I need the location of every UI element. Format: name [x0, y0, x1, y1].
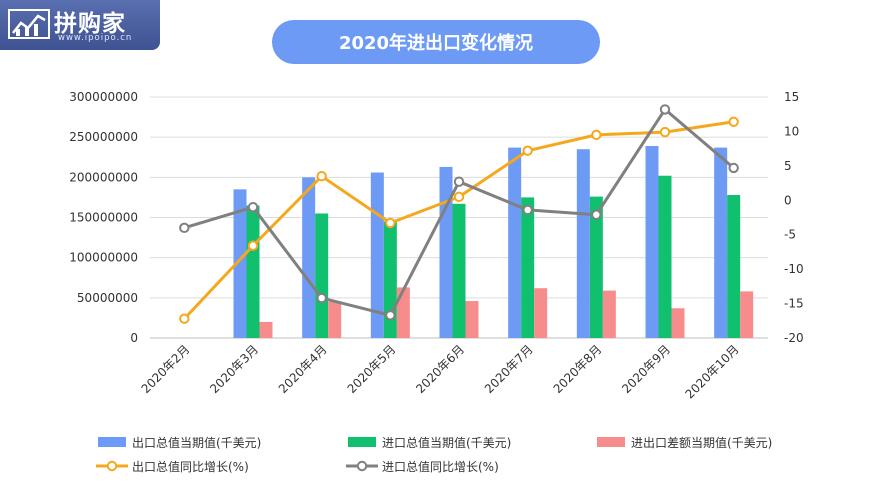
logo-url: www.ipoipo.cn [58, 33, 133, 43]
legend-swatch [597, 437, 625, 447]
legend-swatch [98, 437, 126, 447]
x-tick-label: 2020年5月 [345, 342, 399, 396]
logo-name: 拼购家 [54, 11, 126, 37]
y-left-tick-label: 300000000 [69, 90, 138, 104]
legend-label: 出口总值当期值(千美元) [132, 435, 261, 450]
line-marker [316, 170, 327, 182]
x-tick-label: 2020年2月 [139, 342, 193, 396]
line-marker [385, 310, 396, 321]
legend-label: 进口总值同比增长(%) [382, 459, 499, 474]
line-marker [659, 126, 671, 138]
line-marker [659, 104, 671, 115]
x-tick-label: 2020年9月 [619, 342, 673, 396]
line-marker [453, 191, 465, 203]
chart-trend-icon [8, 9, 50, 39]
y-left-tick-label: 150000000 [69, 211, 138, 225]
y-left-tick-label: 0 [130, 331, 138, 345]
bar [302, 177, 316, 338]
y-left-tick-label: 50000000 [77, 291, 138, 305]
bar [658, 175, 672, 338]
line-marker [316, 292, 327, 304]
legend-label: 进口总值当期值(千美元) [382, 435, 511, 450]
bar [740, 291, 754, 338]
bar [383, 221, 397, 338]
legend-swatch [348, 437, 376, 447]
bar [508, 147, 522, 338]
bar [233, 189, 247, 338]
bar [328, 301, 342, 338]
line-marker [591, 129, 602, 141]
bar [396, 287, 410, 338]
logo: 拼购家 www.ipoipo.cn [0, 0, 160, 50]
legend-label: 进出口差额当期值(千美元) [631, 435, 772, 450]
bar [671, 308, 685, 338]
y-right-tick-label: -10 [784, 262, 804, 276]
bar [576, 149, 590, 338]
x-tick-label: 2020年8月 [551, 342, 605, 396]
line-marker [179, 313, 190, 324]
y-right-tick-label: 15 [784, 90, 799, 104]
line-marker [728, 116, 739, 127]
y-right-tick-label: -20 [784, 331, 804, 345]
line-marker [247, 201, 259, 213]
x-tick-label: 2020年7月 [482, 342, 536, 396]
y-right-tick-label: 5 [784, 159, 792, 173]
line-marker [728, 162, 739, 174]
legend-label: 出口总值同比增长(%) [132, 459, 249, 474]
bar [589, 196, 603, 338]
x-tick-label: 2020年3月 [207, 342, 261, 396]
bar [246, 205, 260, 338]
chart-title: 2020年进出口变化情况 [272, 20, 600, 64]
bar [465, 301, 479, 338]
line-marker [522, 145, 533, 156]
bar [315, 213, 329, 338]
bar [534, 288, 548, 338]
bar [645, 146, 659, 338]
x-tick-label: 2020年10月 [683, 342, 742, 401]
line-marker [247, 240, 259, 251]
line-marker [522, 204, 533, 216]
y-left-tick-label: 100000000 [69, 251, 138, 265]
bar [439, 166, 453, 338]
legend-marker [356, 460, 368, 472]
bar [714, 147, 728, 338]
bar [370, 172, 384, 338]
bar [452, 203, 466, 338]
y-left-tick-label: 250000000 [69, 130, 138, 144]
y-right-tick-label: 0 [784, 193, 792, 207]
legend-marker [106, 460, 118, 472]
bar [727, 195, 741, 338]
x-tick-label: 2020年4月 [276, 342, 330, 396]
line-marker [453, 176, 465, 187]
x-tick-label: 2020年6月 [413, 342, 467, 396]
y-right-tick-label: 10 [784, 124, 799, 138]
bar [602, 290, 616, 338]
line-marker [179, 222, 190, 234]
line-marker [591, 209, 602, 220]
y-left-tick-label: 200000000 [69, 170, 138, 184]
bar [259, 321, 273, 338]
line-marker [385, 217, 396, 229]
y-right-tick-label: -15 [784, 297, 804, 311]
bar [521, 197, 535, 338]
y-right-tick-label: -5 [784, 228, 796, 242]
